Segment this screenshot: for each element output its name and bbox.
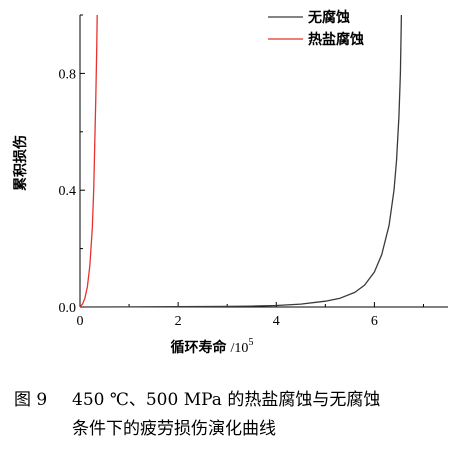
x-axis-unit: /10 xyxy=(231,341,249,356)
caption-line-2: 条件下的疲劳损伤演化曲线 xyxy=(72,419,276,439)
x-axis-label: 循环寿命/105 xyxy=(171,337,254,356)
legend-label-1: 无腐蚀 xyxy=(307,9,350,26)
x-tick-label: 0 xyxy=(77,314,84,329)
axes xyxy=(79,15,448,308)
figure-number: 图 9 xyxy=(14,390,48,410)
x-tick-label: 2 xyxy=(175,314,182,329)
caption-text-1: 450 ℃、500 MPa 的热盐腐蚀与无腐蚀 xyxy=(72,390,381,410)
y-tick-label: 0.4 xyxy=(59,184,77,199)
figure-caption: 图 9 450 ℃、500 MPa 的热盐腐蚀与无腐蚀 条件下的疲劳损伤演化曲线 xyxy=(14,386,454,444)
caption-line-1: 图 9 450 ℃、500 MPa 的热盐腐蚀与无腐蚀 xyxy=(14,386,454,415)
x-axis-label-text: 循环寿命 xyxy=(171,339,228,356)
x-tick-label: 4 xyxy=(273,314,280,329)
series-line-2 xyxy=(79,14,98,308)
x-tick-label: 6 xyxy=(371,314,378,329)
x-axis-unit-exponent: 5 xyxy=(248,337,253,348)
ticks: 0 2 4 6 0.0 0.4 0.8 xyxy=(59,14,424,329)
y-tick-label: 0.8 xyxy=(59,67,77,82)
legend-label-2: 热盐腐蚀 xyxy=(308,31,364,48)
y-tick-label: 0.0 xyxy=(59,301,77,316)
series-lines xyxy=(79,14,403,308)
series-line-1 xyxy=(79,14,403,308)
y-axis-label: 累积损伤 xyxy=(12,135,29,191)
